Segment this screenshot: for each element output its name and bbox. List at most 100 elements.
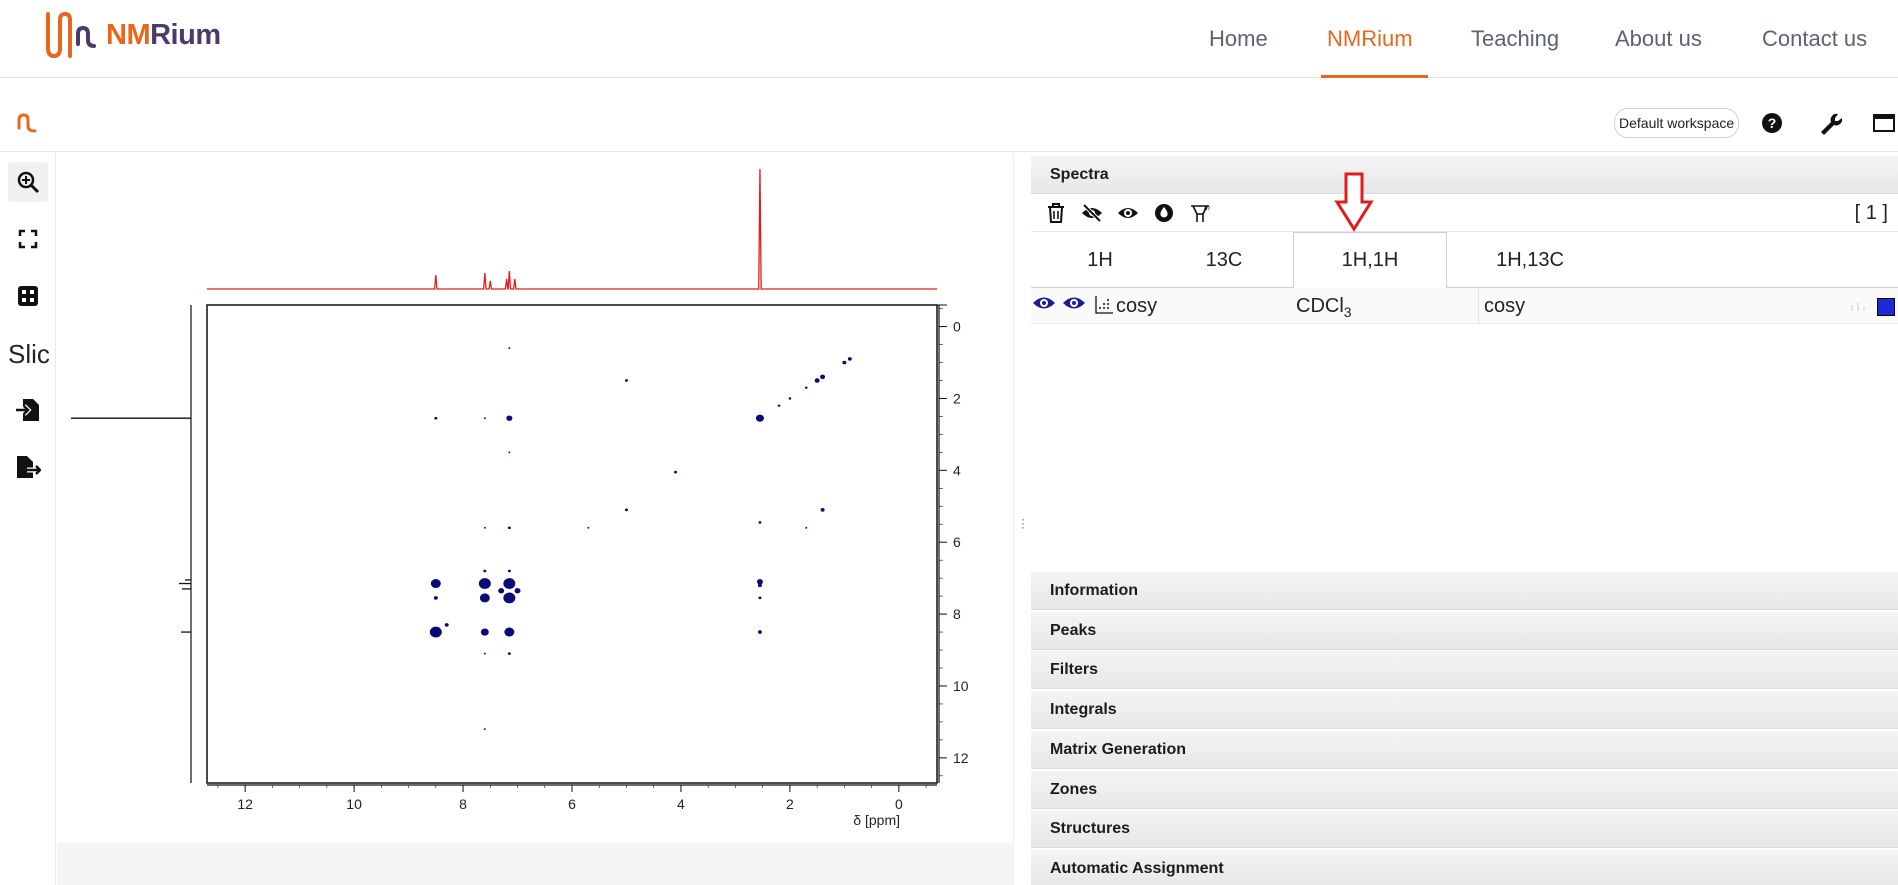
svg-text:?: ? bbox=[1768, 115, 1777, 131]
contour-peak bbox=[757, 583, 762, 588]
nav-teaching[interactable]: Teaching bbox=[1471, 26, 1560, 51]
section-information[interactable]: Information bbox=[1031, 572, 1898, 610]
export-icon[interactable] bbox=[8, 447, 48, 487]
contour-peak bbox=[507, 569, 511, 573]
nav-about-us[interactable]: About us bbox=[1615, 26, 1702, 51]
trash-icon[interactable] bbox=[1045, 202, 1067, 224]
contour-peak bbox=[498, 588, 505, 594]
contour-peak bbox=[788, 397, 792, 400]
grid-icon[interactable] bbox=[8, 276, 48, 316]
negative-contour-eye-icon[interactable] bbox=[1062, 294, 1086, 317]
spectrum-row[interactable]: cosy CDCl3 cosy bbox=[1031, 288, 1898, 324]
contour-peak bbox=[503, 578, 516, 589]
spectra-count: [ 1 ] bbox=[1854, 202, 1888, 224]
fullscreen-icon[interactable] bbox=[8, 219, 48, 259]
section-matrix-generation[interactable]: Matrix Generation bbox=[1031, 731, 1898, 769]
section-integrals[interactable]: Integrals bbox=[1031, 691, 1898, 729]
contour-peak bbox=[508, 347, 511, 350]
svg-text:m: m bbox=[1204, 205, 1210, 212]
y-tick-label: 6 bbox=[953, 534, 961, 550]
contour-peak bbox=[804, 386, 808, 389]
contour-peak bbox=[757, 630, 762, 634]
contour-peak bbox=[758, 521, 762, 524]
section-peaks[interactable]: Peaks bbox=[1031, 612, 1898, 650]
tab-1h-1h[interactable]: 1H,1H bbox=[1293, 232, 1447, 289]
spectrum-color-swatch[interactable] bbox=[1877, 298, 1895, 316]
y-tick-label: 0 bbox=[953, 319, 961, 335]
contour-peak bbox=[847, 357, 852, 361]
visibility-eye-icon[interactable] bbox=[1032, 294, 1056, 317]
x-axis: 12 10 8 6 4 2 0 bbox=[207, 784, 937, 812]
splitter-handle-icon[interactable]: · · · bbox=[1021, 512, 1025, 534]
contour-peak bbox=[503, 592, 516, 604]
tab-1h[interactable]: 1H bbox=[1087, 248, 1113, 271]
y-tick-label: 4 bbox=[953, 462, 961, 478]
hide-all-icon[interactable] bbox=[1081, 202, 1103, 224]
show-all-icon[interactable] bbox=[1117, 202, 1139, 224]
nav-home[interactable]: Home bbox=[1209, 26, 1268, 51]
contour-peak bbox=[758, 596, 762, 600]
x-tick-label: 10 bbox=[346, 796, 362, 812]
app-logo-icon[interactable] bbox=[16, 112, 40, 139]
contour-peak bbox=[777, 404, 781, 407]
nucleus-tabs: 1H 13C 1H,1H 1H,13C bbox=[1031, 232, 1898, 289]
x-tick-label: 6 bbox=[568, 796, 576, 812]
nav-nmrium[interactable]: NMRium bbox=[1321, 0, 1428, 78]
y-tick-label: 8 bbox=[953, 606, 961, 622]
contour-peak bbox=[483, 728, 486, 730]
section-filters[interactable]: Filters bbox=[1031, 651, 1898, 689]
contour-peak bbox=[755, 414, 764, 422]
y-tick-label: 12 bbox=[953, 750, 969, 766]
x-tick-label: 0 bbox=[895, 796, 903, 812]
y-axis: 0 2 4 6 8 10 12 bbox=[938, 305, 969, 783]
spectrum-solvent: CDCl3 bbox=[1296, 295, 1352, 320]
slice-label[interactable]: Slic bbox=[8, 339, 50, 369]
viewer-footer bbox=[57, 843, 1013, 885]
window-icon[interactable] bbox=[1872, 111, 1896, 135]
x-tick-label: 8 bbox=[459, 796, 467, 812]
brand-nm: NM bbox=[106, 18, 151, 51]
spectrum-viewer[interactable]: 12 10 8 6 4 2 0 0 2 4 6 8 10 12 δ [ppm] bbox=[57, 153, 1013, 843]
site-header: NMRium Home NMRium Teaching About us Con… bbox=[0, 0, 1898, 78]
y-tick-label: 10 bbox=[953, 678, 969, 694]
contour-peak bbox=[429, 626, 442, 638]
x-tick-label: 2 bbox=[786, 796, 794, 812]
section-zones[interactable]: Zones bbox=[1031, 771, 1898, 809]
spectra-toolbar: m [ 1 ] bbox=[1031, 194, 1898, 232]
wrench-icon[interactable] bbox=[1818, 111, 1842, 135]
contour-peak bbox=[483, 417, 486, 420]
left-toolbar: Slic bbox=[0, 153, 56, 885]
brand-logo[interactable]: NMRium bbox=[44, 8, 221, 62]
cosy-plot[interactable]: 12 10 8 6 4 2 0 0 2 4 6 8 10 12 δ [ppm] bbox=[57, 153, 1013, 843]
contour-peak bbox=[587, 526, 590, 529]
contour-peak bbox=[624, 379, 628, 382]
section-structures[interactable]: Structures bbox=[1031, 810, 1898, 848]
spectra-section-header[interactable]: Spectra bbox=[1031, 156, 1898, 194]
solvent-text: CDCl bbox=[1296, 295, 1344, 317]
contour-peak bbox=[507, 526, 511, 530]
section-automatic-assignment[interactable]: Automatic Assignment bbox=[1031, 850, 1898, 885]
nmrium-logo-icon bbox=[46, 11, 96, 59]
top-1d-projection bbox=[207, 168, 937, 290]
contour-peak bbox=[434, 416, 438, 420]
contour-peak bbox=[504, 627, 515, 637]
column-divider bbox=[1478, 288, 1479, 324]
auto-process-icon[interactable]: m bbox=[1189, 202, 1211, 224]
color-drop-icon[interactable] bbox=[1153, 202, 1175, 224]
contour-peak bbox=[478, 578, 491, 589]
contour-peak bbox=[820, 508, 825, 512]
brand-name: NMRium bbox=[106, 19, 221, 52]
spectrum-experiment: cosy bbox=[1484, 295, 1526, 317]
contour-peak bbox=[507, 652, 511, 655]
tab-1h-13c[interactable]: 1H,13C bbox=[1496, 248, 1564, 271]
contour-peak bbox=[805, 526, 808, 529]
tab-13c[interactable]: 13C bbox=[1205, 248, 1243, 271]
workspace-button[interactable]: Default workspace bbox=[1614, 108, 1740, 138]
contour-peak bbox=[483, 652, 486, 655]
nav-contact-us[interactable]: Contact us bbox=[1762, 26, 1868, 51]
panel-splitter[interactable]: · · · bbox=[1013, 153, 1031, 885]
zoom-icon[interactable] bbox=[8, 162, 48, 202]
spectrum-options-icon[interactable] bbox=[1849, 300, 1867, 318]
import-icon[interactable] bbox=[8, 390, 48, 430]
help-icon[interactable]: ? bbox=[1760, 111, 1784, 135]
